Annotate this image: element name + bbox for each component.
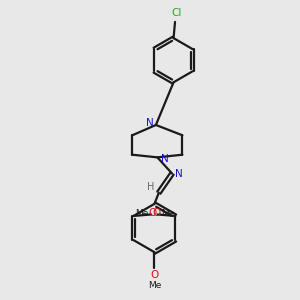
Text: Cl: Cl bbox=[171, 8, 182, 18]
Text: Me: Me bbox=[148, 281, 161, 290]
Text: O: O bbox=[152, 208, 160, 218]
Text: Me: Me bbox=[135, 209, 148, 218]
Text: N: N bbox=[146, 118, 153, 128]
Text: Me: Me bbox=[161, 209, 174, 218]
Text: N: N bbox=[175, 169, 182, 178]
Text: O: O bbox=[148, 208, 157, 218]
Text: H: H bbox=[147, 182, 154, 192]
Text: N: N bbox=[161, 154, 169, 164]
Text: O: O bbox=[150, 270, 158, 280]
